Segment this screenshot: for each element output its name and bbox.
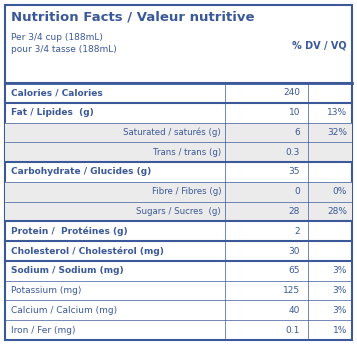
Text: Trans / trans (g): Trans / trans (g) (153, 148, 221, 157)
Text: 35: 35 (288, 167, 300, 176)
Text: Sugars / Sucres  (g): Sugars / Sucres (g) (136, 207, 221, 216)
Bar (5, 201, 352, 221)
Text: Carbohydrate / Glucides (g): Carbohydrate / Glucides (g) (11, 167, 151, 176)
Text: 28: 28 (288, 207, 300, 216)
Text: Saturated / saturés (g): Saturated / saturés (g) (124, 128, 221, 137)
Text: Fat / Lipides  (g): Fat / Lipides (g) (11, 108, 94, 117)
Text: 3%: 3% (333, 306, 347, 315)
Text: 0.3: 0.3 (286, 148, 300, 157)
Text: Protein /  Protéines (g): Protein / Protéines (g) (11, 227, 127, 236)
Text: 6: 6 (294, 128, 300, 137)
Text: 240: 240 (283, 88, 300, 97)
Text: % DV / VQ: % DV / VQ (292, 40, 347, 50)
Text: 65: 65 (288, 266, 300, 275)
Text: Iron / Fer (mg): Iron / Fer (mg) (11, 326, 75, 335)
Text: 0%: 0% (333, 187, 347, 196)
Text: Potassium (mg): Potassium (mg) (11, 286, 81, 295)
Text: 2: 2 (295, 227, 300, 236)
Bar (5, 182, 352, 201)
Text: 32%: 32% (327, 128, 347, 137)
Text: Calories / Calories: Calories / Calories (11, 88, 103, 97)
Text: 0: 0 (294, 187, 300, 196)
Text: 0.1: 0.1 (286, 326, 300, 335)
Text: Nutrition Facts / Valeur nutritive: Nutrition Facts / Valeur nutritive (11, 11, 255, 24)
Text: 3%: 3% (333, 286, 347, 295)
Text: 125: 125 (283, 286, 300, 295)
Text: 30: 30 (288, 247, 300, 256)
Text: 10: 10 (288, 108, 300, 117)
Text: Fibre / Fibres (g): Fibre / Fibres (g) (151, 187, 221, 196)
Text: 13%: 13% (327, 108, 347, 117)
Text: 28%: 28% (327, 207, 347, 216)
Text: pour 3/4 tasse (188mL): pour 3/4 tasse (188mL) (11, 45, 117, 54)
Text: Cholesterol / Cholestérol (mg): Cholesterol / Cholestérol (mg) (11, 246, 164, 256)
Text: 40: 40 (288, 306, 300, 315)
Text: Sodium / Sodium (mg): Sodium / Sodium (mg) (11, 266, 124, 275)
Text: 3%: 3% (333, 266, 347, 275)
Text: Calcium / Calcium (mg): Calcium / Calcium (mg) (11, 306, 117, 315)
Text: 1%: 1% (333, 326, 347, 335)
Bar (5, 142, 352, 162)
Bar (5, 122, 352, 142)
Text: Per 3/4 cup (188mL): Per 3/4 cup (188mL) (11, 33, 103, 42)
